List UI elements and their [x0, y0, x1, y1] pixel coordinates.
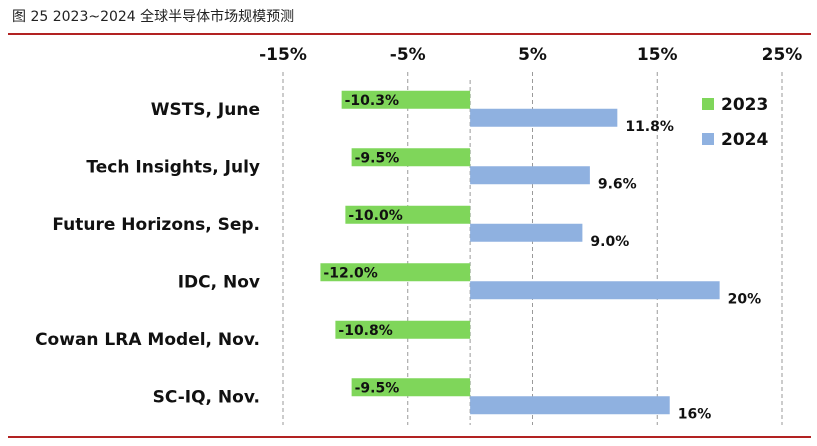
bar-2024 [470, 281, 720, 300]
legend-swatch-2023 [702, 98, 714, 110]
bar-2023 [345, 205, 471, 224]
x-tick-labels: -15% -5% 5% 15% 25% [259, 45, 802, 65]
data-label-2023: -10.3% [345, 93, 399, 109]
bar-2023 [320, 263, 471, 282]
bottom-rule [8, 436, 811, 438]
category-label: Tech Insights, July [86, 157, 260, 177]
data-label-2023: -9.5% [355, 150, 400, 166]
legend: 2023 2024 [702, 95, 768, 150]
grid-lines [282, 72, 783, 425]
x-tick-label: 5% [518, 45, 547, 65]
figure-caption: 图 25 2023~2024 全球半导体市场规模预测 [12, 6, 294, 26]
category-label: Future Horizons, Sep. [52, 215, 260, 235]
x-tick-label: -5% [390, 45, 426, 65]
data-label-2024: 16% [678, 406, 712, 422]
data-label-2023: -9.5% [355, 380, 400, 396]
category-labels: WSTS, June Tech Insights, July Future Hori… [35, 100, 260, 408]
legend-swatch-2024 [702, 133, 714, 145]
data-label-2023: -10.8% [338, 323, 392, 339]
category-label: WSTS, June [151, 100, 260, 120]
category-label: Cowan LRA Model, Nov. [35, 330, 260, 350]
data-label-2023: -12.0% [323, 265, 377, 281]
bars [320, 90, 720, 415]
bar-2024 [470, 396, 670, 415]
bar-2023 [351, 148, 471, 167]
bar-2023 [341, 90, 471, 109]
data-label-2023: -10.0% [348, 208, 402, 224]
top-rule [8, 33, 811, 35]
data-labels: -10.3% 11.8% -9.5% 9.6% -10.0% 9.0% -12.0% 20% -… [323, 93, 761, 423]
bar-2023 [351, 378, 471, 397]
figure-number: 图 25 [12, 9, 49, 25]
data-label-2024: 9.6% [598, 176, 637, 192]
figure-title: 2023~2024 全球半导体市场规模预测 [52, 9, 295, 25]
bar-2024 [470, 108, 618, 127]
category-label: IDC, Nov [178, 272, 260, 292]
x-tick-label: 15% [637, 45, 678, 65]
category-label: SC-IQ, Nov. [153, 387, 260, 407]
bar-2024 [470, 166, 590, 185]
data-label-2024: 9.0% [590, 234, 629, 250]
bar-2024 [470, 223, 583, 242]
legend-label-2024: 2024 [721, 130, 768, 150]
x-tick-label: -15% [259, 45, 307, 65]
legend-label-2023: 2023 [721, 95, 768, 115]
x-tick-label: 25% [762, 45, 803, 65]
data-label-2024: 20% [728, 291, 762, 307]
data-label-2024: 11.8% [625, 119, 674, 135]
bar-2023 [335, 320, 471, 339]
